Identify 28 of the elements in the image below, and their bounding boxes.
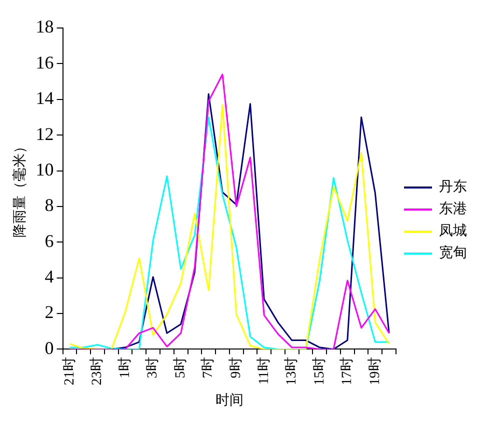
x-tick-label: 11时 (256, 357, 272, 385)
y-tick-label: 8 (44, 195, 54, 216)
y-tick-label: 12 (36, 124, 54, 144)
y-tick-label: 2 (44, 302, 54, 322)
y-tick-label: 18 (36, 16, 54, 37)
x-axis-title: 时间 (215, 392, 244, 408)
x-tick-label: 21时 (61, 357, 78, 386)
legend-label: 凤城 (439, 223, 467, 240)
y-tick-label: 6 (44, 230, 54, 251)
y-tick-label: 16 (36, 52, 54, 72)
x-tick-label: 1时 (116, 357, 133, 378)
x-tick-label: 9时 (228, 357, 244, 378)
legend-label: 东港 (439, 201, 467, 218)
x-tick-label: 17时 (339, 357, 356, 386)
y-tick-label: 4 (44, 266, 54, 287)
y-tick-label: 0 (44, 338, 54, 358)
x-tick-label: 19时 (366, 357, 383, 386)
x-tick-label: 7时 (200, 357, 216, 378)
legend-label: 丹东 (439, 179, 467, 196)
legend-label: 宽甸 (439, 245, 467, 262)
y-tick-label: 14 (36, 88, 54, 108)
x-tick-label: 15时 (311, 357, 328, 386)
x-tick-label: 5时 (172, 357, 188, 378)
x-tick-label: 3时 (144, 357, 161, 378)
y-tick-label: 10 (36, 159, 54, 180)
y-axis-title: 降雨量（毫米） (12, 140, 28, 238)
x-tick-label: 13时 (284, 357, 300, 386)
x-tick-label: 23时 (89, 357, 106, 386)
